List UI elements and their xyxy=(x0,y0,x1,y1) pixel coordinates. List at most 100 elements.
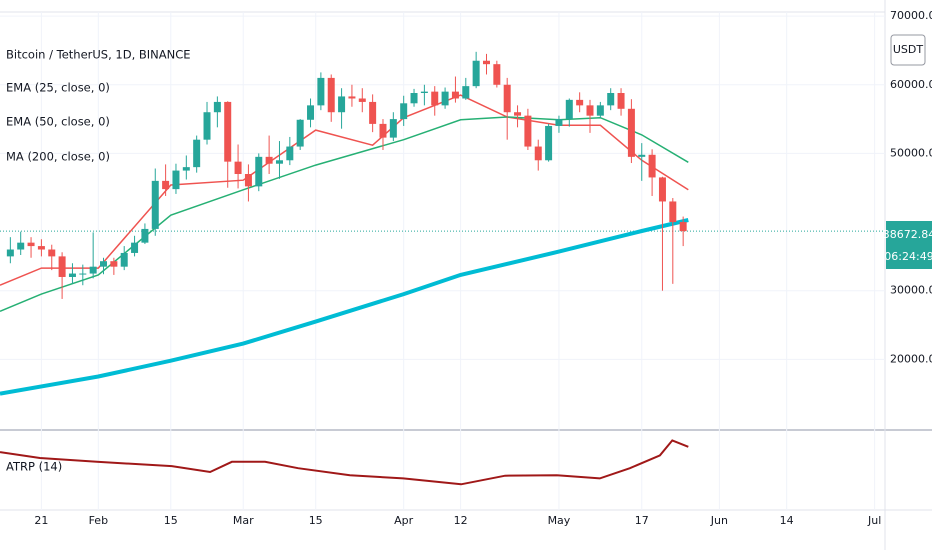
x-tick-label: May xyxy=(548,514,571,527)
atrp-line xyxy=(0,439,689,486)
x-tick-label: 12 xyxy=(454,514,468,527)
countdown: 06:24:49 xyxy=(884,250,932,263)
candle-body xyxy=(627,108,635,157)
candle-body xyxy=(638,154,646,157)
candle-body xyxy=(658,177,666,202)
y-tick-label: 70000.00 xyxy=(890,9,932,22)
candle-body xyxy=(265,156,273,164)
candle-body xyxy=(534,146,542,161)
candle-body xyxy=(37,246,45,250)
candle-body xyxy=(27,242,35,247)
x-tick-label: 14 xyxy=(780,514,794,527)
x-tick-label: Apr xyxy=(394,514,414,527)
price-tag-label: 38672.84 xyxy=(883,228,932,241)
candle-body xyxy=(441,91,449,106)
candle-body xyxy=(493,64,501,85)
candle-body xyxy=(369,101,377,124)
candle-body xyxy=(48,249,56,257)
candle-body xyxy=(286,146,294,161)
candle-body xyxy=(120,252,128,267)
candle-body xyxy=(451,91,459,99)
candle-body xyxy=(555,119,563,126)
y-tick-label: 20000.00 xyxy=(890,352,932,365)
candle-body xyxy=(203,112,211,140)
y-tick-label: 30000.00 xyxy=(890,284,932,297)
candle-body xyxy=(79,273,87,275)
candle-body xyxy=(338,96,346,113)
x-tick-label: 15 xyxy=(164,514,178,527)
candle-body xyxy=(68,273,76,277)
candle-body xyxy=(162,180,170,190)
candle-body xyxy=(296,119,304,147)
candle-body xyxy=(617,93,625,109)
currency-button[interactable] xyxy=(890,34,926,66)
candle-body xyxy=(607,93,615,106)
x-tick-label: 17 xyxy=(635,514,649,527)
candle-body xyxy=(255,156,263,187)
candle-body xyxy=(224,101,232,162)
x-tick-label: 21 xyxy=(34,514,48,527)
candle-body xyxy=(462,86,470,99)
candle-body xyxy=(648,154,656,178)
indicator-line xyxy=(0,218,689,396)
candle-body xyxy=(151,180,159,229)
legend-entry: EMA (25, close, 0) xyxy=(6,81,110,95)
candle-body xyxy=(400,103,408,120)
price-tag xyxy=(886,221,932,269)
candle-body xyxy=(193,139,201,168)
candle-body xyxy=(679,222,687,232)
candle-body xyxy=(586,105,594,116)
candle-body xyxy=(596,105,604,116)
x-tick-label: Feb xyxy=(89,514,108,527)
x-tick-label: Jun xyxy=(710,514,728,527)
candle-body xyxy=(389,119,397,138)
x-tick-label: Jul xyxy=(867,514,881,527)
candle-body xyxy=(358,98,366,102)
x-tick-label: 15 xyxy=(309,514,323,527)
legend-entry: EMA (50, close, 0) xyxy=(6,115,110,129)
candle-body xyxy=(317,77,325,106)
candle-body xyxy=(17,242,25,250)
candle-body xyxy=(58,256,66,277)
candle-body xyxy=(100,261,108,267)
candle-body xyxy=(576,99,584,106)
candle-body xyxy=(307,105,315,120)
candle-body xyxy=(141,228,149,243)
candle-body xyxy=(503,84,511,113)
candle-body xyxy=(545,125,553,161)
candle-body xyxy=(234,161,242,175)
candle-body xyxy=(669,201,677,223)
candle-body xyxy=(379,123,387,138)
currency-label[interactable]: USDT xyxy=(893,43,924,56)
plot xyxy=(0,51,885,486)
candle-body xyxy=(514,112,522,116)
candle-body xyxy=(410,93,418,104)
candle-body xyxy=(431,91,439,106)
indicator-line xyxy=(0,94,689,286)
candle-body xyxy=(6,249,14,257)
grid xyxy=(0,12,885,510)
y-tick-label: 50000.00 xyxy=(890,146,932,159)
candle-body xyxy=(131,242,139,253)
candle-body xyxy=(182,167,190,171)
candle-body xyxy=(327,77,335,113)
legend-entry: ATRP (14) xyxy=(6,460,62,474)
candle-body xyxy=(89,266,97,274)
x-tick-label: Mar xyxy=(233,514,254,527)
chart-title: Bitcoin / TetherUS, 1D, BINANCE xyxy=(6,48,191,62)
candle-body xyxy=(482,60,490,65)
legend-entry: MA (200, close, 0) xyxy=(6,150,110,164)
candle-body xyxy=(172,170,180,190)
y-tick-label: 60000.00 xyxy=(890,78,932,91)
candle-body xyxy=(110,261,118,267)
candle-body xyxy=(472,60,480,87)
candle-body xyxy=(565,99,573,120)
candle-body xyxy=(524,115,532,147)
candle-body xyxy=(275,160,283,164)
candle-body xyxy=(244,174,252,187)
candle-body xyxy=(213,101,221,113)
candle-body xyxy=(348,96,356,99)
candle-body xyxy=(420,91,428,94)
